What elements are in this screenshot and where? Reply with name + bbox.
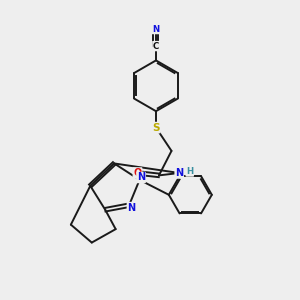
Text: C: C xyxy=(153,42,159,51)
Text: N: N xyxy=(175,168,183,178)
Text: N: N xyxy=(152,25,160,34)
Text: N: N xyxy=(128,202,136,213)
Text: H: H xyxy=(186,167,193,176)
Text: N: N xyxy=(137,172,145,182)
Text: O: O xyxy=(133,168,142,178)
Text: S: S xyxy=(152,123,160,133)
